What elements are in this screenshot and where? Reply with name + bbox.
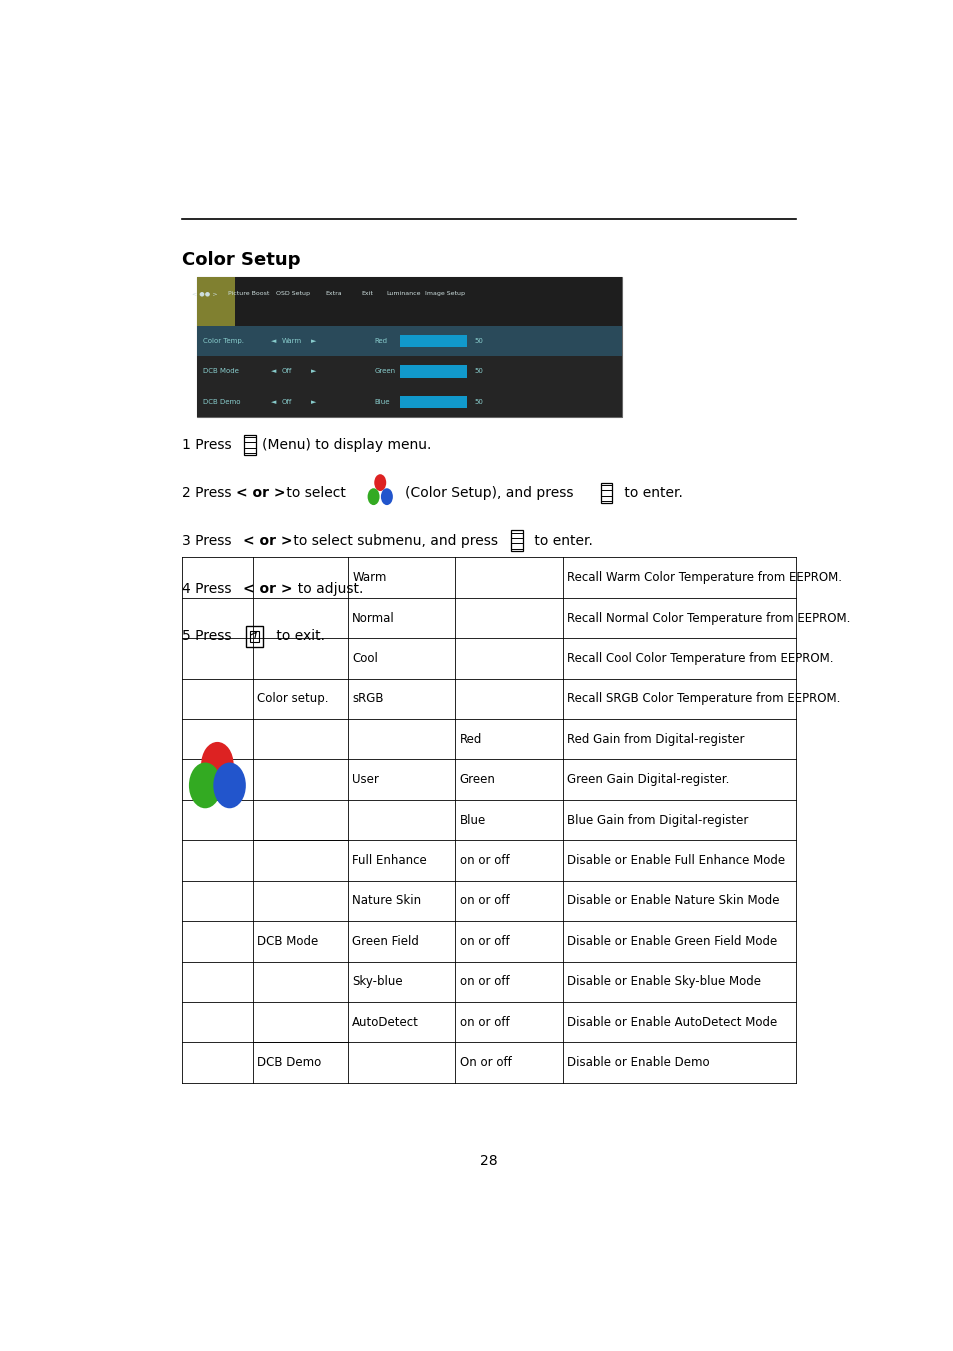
Text: < ●● >: < ●● >: [192, 292, 216, 296]
Text: ►: ►: [311, 338, 316, 345]
Circle shape: [367, 488, 379, 505]
Circle shape: [213, 762, 246, 808]
Circle shape: [374, 474, 386, 490]
Bar: [244, 435, 255, 455]
Text: Disable or Enable Sky-blue Mode: Disable or Enable Sky-blue Mode: [566, 975, 760, 988]
Text: Image Setup: Image Setup: [424, 292, 464, 296]
Circle shape: [201, 742, 233, 788]
Text: Red: Red: [374, 338, 387, 345]
Text: 2 Press: 2 Press: [182, 486, 235, 500]
Text: 28: 28: [479, 1154, 497, 1167]
Text: (Color Setup), and press: (Color Setup), and press: [405, 486, 574, 500]
Text: Recall Warm Color Temperature from EEPROM.: Recall Warm Color Temperature from EEPRO…: [566, 571, 841, 584]
Bar: [196, 277, 621, 326]
Bar: [250, 631, 259, 642]
Text: to select: to select: [282, 486, 345, 500]
Text: 3 Press: 3 Press: [182, 534, 240, 547]
Text: Warm: Warm: [282, 338, 302, 345]
Text: < or >: < or >: [242, 582, 292, 596]
Circle shape: [189, 762, 221, 808]
Text: Recall Cool Color Temperature from EEPROM.: Recall Cool Color Temperature from EEPRO…: [566, 653, 833, 665]
Text: ◄: ◄: [271, 338, 276, 345]
Text: Cool: Cool: [352, 653, 377, 665]
Bar: [196, 277, 621, 417]
Bar: [196, 277, 234, 326]
Text: User: User: [352, 773, 378, 786]
Text: Red Gain from Digital-register: Red Gain from Digital-register: [566, 732, 743, 746]
Text: Blue: Blue: [374, 399, 390, 405]
Text: Luminance: Luminance: [386, 292, 420, 296]
Text: Color setup.: Color setup.: [256, 692, 328, 705]
Bar: [400, 335, 466, 347]
Bar: [400, 396, 466, 408]
Text: ◄: ◄: [271, 399, 276, 405]
Text: Green Field: Green Field: [352, 935, 418, 948]
Bar: [196, 357, 621, 386]
Text: ►: ►: [311, 369, 316, 374]
Text: sRGB: sRGB: [352, 692, 383, 705]
Text: OSD Setup: OSD Setup: [275, 292, 310, 296]
Text: Color Temp.: Color Temp.: [203, 338, 244, 345]
Text: Sky-blue: Sky-blue: [352, 975, 402, 988]
Text: Warm: Warm: [352, 571, 386, 584]
Text: Blue Gain from Digital-register: Blue Gain from Digital-register: [566, 813, 747, 827]
Text: Disable or Enable AutoDetect Mode: Disable or Enable AutoDetect Mode: [566, 1016, 777, 1028]
Text: Blue: Blue: [459, 813, 485, 827]
Text: Red: Red: [459, 732, 481, 746]
Bar: [400, 365, 466, 377]
Text: 5 Press: 5 Press: [182, 630, 240, 643]
Text: 50: 50: [474, 338, 482, 345]
Text: DCB Mode: DCB Mode: [203, 369, 238, 374]
Text: Green: Green: [374, 369, 395, 374]
Text: on or off: on or off: [459, 854, 509, 867]
Bar: [196, 386, 621, 417]
Bar: [600, 482, 612, 503]
Text: to select submenu, and press: to select submenu, and press: [288, 534, 497, 547]
Text: to enter.: to enter.: [529, 534, 592, 547]
Bar: [196, 326, 621, 357]
Text: Nature Skin: Nature Skin: [352, 894, 421, 908]
Text: Disable or Enable Green Field Mode: Disable or Enable Green Field Mode: [566, 935, 777, 948]
Text: 4 Press: 4 Press: [182, 582, 240, 596]
Text: Green: Green: [459, 773, 495, 786]
Text: Off: Off: [282, 369, 292, 374]
Text: Off: Off: [282, 399, 292, 405]
Text: 50: 50: [474, 399, 482, 405]
Text: 1 Press: 1 Press: [182, 438, 232, 453]
Text: on or off: on or off: [459, 894, 509, 908]
Text: Disable or Enable Nature Skin Mode: Disable or Enable Nature Skin Mode: [566, 894, 779, 908]
Text: DCB Demo: DCB Demo: [203, 399, 240, 405]
Text: On or off: On or off: [459, 1056, 511, 1069]
Text: < or >: < or >: [235, 486, 285, 500]
Circle shape: [380, 488, 393, 505]
Text: on or off: on or off: [459, 935, 509, 948]
Text: Disable or Enable Full Enhance Mode: Disable or Enable Full Enhance Mode: [566, 854, 784, 867]
Text: Color Setup: Color Setup: [182, 250, 300, 269]
Text: Disable or Enable Demo: Disable or Enable Demo: [566, 1056, 709, 1069]
Text: < or >: < or >: [242, 534, 292, 547]
Text: to enter.: to enter.: [619, 486, 682, 500]
Text: ►: ►: [311, 399, 316, 405]
Text: Full Enhance: Full Enhance: [352, 854, 427, 867]
Text: DCB Mode: DCB Mode: [256, 935, 318, 948]
Text: Recall Normal Color Temperature from EEPROM.: Recall Normal Color Temperature from EEP…: [566, 612, 849, 624]
Text: Recall SRGB Color Temperature from EEPROM.: Recall SRGB Color Temperature from EEPRO…: [566, 692, 840, 705]
Text: 50: 50: [474, 369, 482, 374]
Text: to adjust.: to adjust.: [288, 582, 362, 596]
Text: AutoDetect: AutoDetect: [352, 1016, 418, 1028]
Text: DCB Demo: DCB Demo: [256, 1056, 321, 1069]
Text: ◄: ◄: [271, 369, 276, 374]
Text: on or off: on or off: [459, 1016, 509, 1028]
Bar: [246, 626, 262, 647]
Text: (Menu) to display menu.: (Menu) to display menu.: [262, 438, 431, 453]
Text: on or off: on or off: [459, 975, 509, 988]
Text: Green Gain Digital-register.: Green Gain Digital-register.: [566, 773, 729, 786]
Text: to exit.: to exit.: [272, 630, 325, 643]
Text: Exit: Exit: [360, 292, 373, 296]
Text: Picture Boost: Picture Boost: [228, 292, 269, 296]
Text: Extra: Extra: [325, 292, 341, 296]
Bar: [511, 531, 522, 551]
Text: Normal: Normal: [352, 612, 395, 624]
